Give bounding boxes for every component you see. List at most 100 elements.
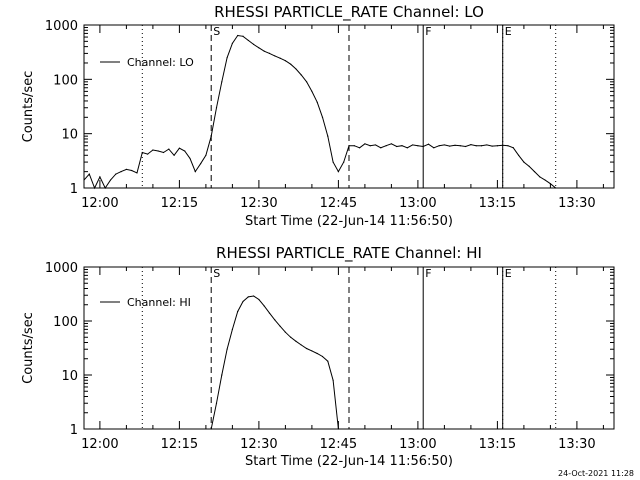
- data-point: [369, 145, 371, 147]
- data-point: [491, 145, 493, 147]
- data-point: [205, 154, 207, 156]
- data-point: [258, 47, 260, 49]
- data-point: [359, 147, 361, 149]
- data-point: [290, 63, 292, 65]
- y-tick-label: 10: [61, 369, 78, 384]
- data-point: [475, 145, 477, 147]
- data-point: [486, 144, 488, 146]
- data-point: [295, 340, 297, 342]
- event-marker-label: E: [505, 267, 512, 280]
- data-point: [263, 50, 265, 52]
- x-tick-label: 12:30: [240, 437, 277, 452]
- data-point: [401, 145, 403, 147]
- chart-title: RHESSI PARTICLE_RATE Channel: LO: [214, 3, 484, 22]
- x-tick-label: 12:15: [161, 196, 198, 211]
- y-tick-label: 1: [70, 423, 78, 438]
- data-point: [337, 428, 339, 430]
- data-point: [284, 60, 286, 62]
- event-marker-label: S: [213, 267, 220, 280]
- data-point: [215, 107, 218, 109]
- y-tick-label: 1000: [45, 261, 78, 276]
- data-point: [507, 145, 509, 147]
- event-marker-label: F: [425, 25, 431, 38]
- data-point: [173, 154, 175, 156]
- data-point: [120, 171, 122, 173]
- data-point: [226, 348, 228, 350]
- data-point: [210, 428, 212, 430]
- data-point: [290, 336, 292, 338]
- data-point: [316, 101, 318, 103]
- data-point: [115, 173, 117, 175]
- data-point: [247, 296, 249, 298]
- data-point: [99, 176, 101, 178]
- data-point: [147, 153, 149, 155]
- data-point: [295, 68, 297, 70]
- data-point: [94, 187, 96, 189]
- data-point: [412, 144, 414, 146]
- data-point: [300, 74, 302, 76]
- x-tick-label: 13:00: [399, 196, 436, 211]
- event-marker-label: F: [425, 267, 431, 280]
- event-marker-label: E: [505, 25, 512, 38]
- data-point: [104, 187, 106, 189]
- data-point: [512, 147, 514, 149]
- data-point: [337, 171, 339, 173]
- data-point: [221, 81, 223, 83]
- data-point: [162, 151, 165, 154]
- data-point: [157, 150, 159, 152]
- x-tick-label: 13:15: [479, 437, 516, 452]
- x-tick-label: 12:45: [320, 196, 357, 211]
- data-point: [258, 298, 260, 301]
- data-point: [231, 42, 233, 44]
- data-point: [454, 144, 456, 146]
- data-point: [364, 143, 366, 145]
- data-point: [343, 161, 345, 163]
- panel-2: RHESSI PARTICLE_RATE Channel: HI 1 10 100 10…: [21, 244, 615, 469]
- x-axis-label: Start Time (22-Jun-14 11:56:50): [245, 214, 453, 229]
- data-point: [528, 165, 530, 167]
- x-tick-label: 13:00: [399, 437, 436, 452]
- data-point: [480, 145, 483, 147]
- y-tick-label: 1000: [45, 19, 78, 34]
- x-tick-label: 12:30: [240, 196, 277, 211]
- data-point: [168, 148, 170, 150]
- x-axis-label: Start Time (22-Jun-14 11:56:50): [245, 454, 453, 469]
- data-point: [316, 352, 318, 355]
- data-point: [385, 145, 387, 147]
- data-point: [518, 154, 520, 156]
- data-point: [321, 355, 324, 358]
- data-point: [470, 143, 472, 146]
- data-point: [221, 374, 223, 376]
- data-point: [327, 360, 329, 362]
- y-axis-label: Counts/sec: [21, 71, 36, 143]
- data-point: [194, 171, 196, 173]
- data-point: [253, 43, 255, 45]
- data-point: [523, 161, 525, 163]
- data-point: [131, 169, 133, 172]
- data-point: [390, 143, 392, 145]
- data-point: [396, 145, 398, 148]
- data-point: [141, 151, 143, 154]
- data-point: [279, 57, 281, 59]
- data-point: [184, 150, 186, 152]
- data-point: [374, 144, 377, 146]
- data-point: [210, 135, 212, 137]
- series-line: [210, 295, 339, 430]
- data-point: [533, 171, 536, 173]
- x-tick-label: 12:00: [81, 196, 118, 211]
- data-point: [284, 331, 286, 333]
- data-point: [544, 179, 546, 181]
- data-point: [496, 145, 498, 147]
- data-point: [348, 145, 350, 147]
- legend-label: Channel: HI: [127, 296, 191, 309]
- data-point: [83, 179, 85, 181]
- data-point: [125, 168, 127, 170]
- y-tick-label: 1: [70, 182, 78, 197]
- chart-title: RHESSI PARTICLE_RATE Channel: HI: [216, 244, 482, 263]
- data-point: [242, 35, 244, 37]
- data-point: [274, 55, 276, 57]
- data-point: [438, 145, 440, 147]
- data-point: [306, 81, 308, 83]
- data-point: [109, 179, 112, 181]
